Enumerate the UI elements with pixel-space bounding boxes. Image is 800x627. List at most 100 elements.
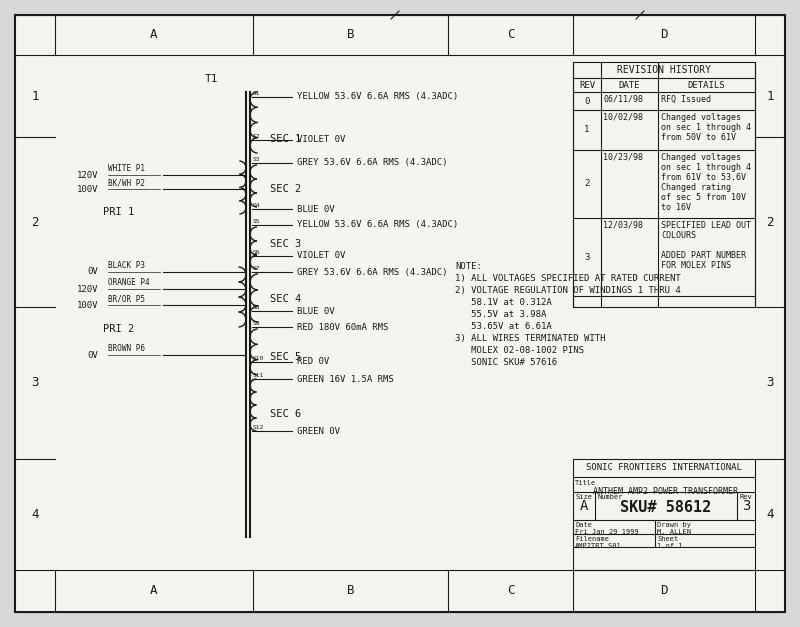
Text: BK/WH P2: BK/WH P2 [108, 178, 145, 187]
Text: GREEN 0V: GREEN 0V [297, 426, 340, 436]
Text: 3) ALL WIRES TERMINATED WITH: 3) ALL WIRES TERMINATED WITH [455, 334, 606, 343]
Text: 3: 3 [766, 376, 774, 389]
Text: T1: T1 [205, 74, 218, 84]
Bar [573, 62, 755, 307]
Text: 2: 2 [584, 179, 590, 189]
Text: DETAILS: DETAILS [688, 80, 726, 90]
Text: S4: S4 [253, 203, 261, 208]
Text: NOTE:: NOTE: [455, 262, 482, 271]
Text: S5: S5 [253, 219, 261, 224]
Text: S11: S11 [253, 373, 264, 378]
Text: S12: S12 [253, 425, 264, 430]
Text: 100V: 100V [77, 184, 98, 194]
Text: Number: Number [597, 494, 622, 500]
Text: of sec 5 from 10V: of sec 5 from 10V [661, 193, 746, 202]
Text: 2) VOLTAGE REGULATION OF WINDINGS 1 THRU 4: 2) VOLTAGE REGULATION OF WINDINGS 1 THRU… [455, 286, 681, 295]
Text: SEC 4: SEC 4 [270, 294, 302, 304]
Text: to 16V: to 16V [661, 203, 691, 212]
Text: SONIC FRONTIERS INTERNATIONAL: SONIC FRONTIERS INTERNATIONAL [586, 463, 742, 473]
Text: Size: Size [575, 494, 592, 500]
Text: MOLEX 02-08-1002 PINS: MOLEX 02-08-1002 PINS [455, 346, 584, 355]
Text: 4: 4 [31, 508, 38, 521]
Text: Changed voltages: Changed voltages [661, 113, 741, 122]
Text: B: B [346, 584, 354, 598]
Text: 0V: 0V [87, 350, 98, 359]
Text: ANTHEM AMP2 POWER TRANSFORMER: ANTHEM AMP2 POWER TRANSFORMER [593, 487, 738, 496]
Text: YELLOW 53.6V 6.6A RMS (4.3ADC): YELLOW 53.6V 6.6A RMS (4.3ADC) [297, 93, 458, 102]
Text: Changed rating: Changed rating [661, 183, 731, 192]
Text: M. ALLEN: M. ALLEN [657, 529, 691, 535]
Text: S7: S7 [253, 266, 261, 271]
Text: 120V: 120V [77, 171, 98, 179]
Text: Title: Title [575, 480, 596, 486]
Text: Rev: Rev [739, 494, 752, 500]
Text: A: A [150, 28, 158, 41]
Text: VIOLET 0V: VIOLET 0V [297, 251, 346, 260]
Text: 1: 1 [584, 125, 590, 135]
Text: C: C [506, 28, 514, 41]
Text: 10/23/98: 10/23/98 [603, 153, 643, 162]
Text: FOR MOLEX PINS: FOR MOLEX PINS [661, 261, 731, 270]
Text: 0V: 0V [87, 268, 98, 277]
Text: D: D [660, 584, 668, 598]
Text: S10: S10 [253, 356, 264, 361]
Text: SEC 3: SEC 3 [270, 239, 302, 249]
Text: 10/02/98: 10/02/98 [603, 113, 643, 122]
Text: 100V: 100V [77, 300, 98, 310]
Text: S6: S6 [253, 250, 261, 255]
Text: REV: REV [579, 80, 595, 90]
Text: 3: 3 [742, 499, 750, 513]
Text: Date: Date [575, 522, 592, 528]
Text: BROWN P6: BROWN P6 [108, 344, 145, 353]
Text: SEC 1: SEC 1 [270, 134, 302, 144]
Text: on sec 1 through 4: on sec 1 through 4 [661, 163, 751, 172]
Text: 58.1V at 0.312A: 58.1V at 0.312A [455, 298, 552, 307]
Text: SEC 5: SEC 5 [270, 352, 302, 362]
Text: from 61V to 53.6V: from 61V to 53.6V [661, 173, 746, 182]
Text: GREY 53.6V 6.6A RMS (4.3ADC): GREY 53.6V 6.6A RMS (4.3ADC) [297, 159, 447, 167]
Text: B: B [346, 28, 354, 41]
Text: DATE: DATE [618, 80, 640, 90]
Text: 4: 4 [766, 508, 774, 521]
Text: S9: S9 [253, 321, 261, 326]
Text: 3: 3 [31, 376, 38, 389]
Text: on sec 1 through 4: on sec 1 through 4 [661, 123, 751, 132]
Text: from 50V to 61V: from 50V to 61V [661, 133, 736, 142]
Text: VIOLET 0V: VIOLET 0V [297, 135, 346, 144]
Text: BLUE 0V: BLUE 0V [297, 307, 334, 315]
Text: 120V: 120V [77, 285, 98, 293]
Text: A: A [580, 499, 588, 513]
Text: 55.5V at 3.98A: 55.5V at 3.98A [455, 310, 546, 319]
Text: Filename: Filename [575, 536, 609, 542]
Text: S1: S1 [253, 91, 261, 96]
Text: SEC 6: SEC 6 [270, 409, 302, 419]
Text: Drawn by: Drawn by [657, 522, 691, 528]
Text: 2: 2 [31, 216, 38, 228]
Text: ADDED PART NUMBER: ADDED PART NUMBER [661, 251, 746, 260]
Text: 1: 1 [766, 90, 774, 102]
Text: AMP2TRT.S01: AMP2TRT.S01 [575, 543, 622, 549]
Text: GREY 53.6V 6.6A RMS (4.3ADC): GREY 53.6V 6.6A RMS (4.3ADC) [297, 268, 447, 277]
Text: 12/03/98: 12/03/98 [603, 221, 643, 230]
Text: 06/11/98: 06/11/98 [603, 95, 643, 104]
Text: 0: 0 [584, 97, 590, 105]
Text: RFQ Issued: RFQ Issued [661, 95, 711, 104]
Text: 1 of 1: 1 of 1 [657, 543, 682, 549]
Text: ORANGE P4: ORANGE P4 [108, 278, 150, 287]
Text: RED 180V 60mA RMS: RED 180V 60mA RMS [297, 322, 388, 332]
Text: RED 0V: RED 0V [297, 357, 330, 367]
Text: 1) ALL VOLTAGES SPECIFIED AT RATED CURRENT: 1) ALL VOLTAGES SPECIFIED AT RATED CURRE… [455, 274, 681, 283]
Text: PRI 2: PRI 2 [103, 324, 134, 334]
Text: S3: S3 [253, 157, 261, 162]
Text: BLACK P3: BLACK P3 [108, 261, 145, 270]
Text: Changed voltages: Changed voltages [661, 153, 741, 162]
Text: GREEN 16V 1.5A RMS: GREEN 16V 1.5A RMS [297, 374, 394, 384]
Text: PRI 1: PRI 1 [103, 207, 134, 217]
Text: COLOURS: COLOURS [661, 231, 696, 240]
Text: SONIC SKU# 57616: SONIC SKU# 57616 [455, 358, 557, 367]
Text: S2: S2 [253, 134, 261, 139]
Text: SKU# 58612: SKU# 58612 [620, 500, 712, 515]
Text: WHITE P1: WHITE P1 [108, 164, 145, 173]
Text: SPECIFIED LEAD OUT: SPECIFIED LEAD OUT [661, 221, 751, 230]
Text: 3: 3 [584, 253, 590, 261]
